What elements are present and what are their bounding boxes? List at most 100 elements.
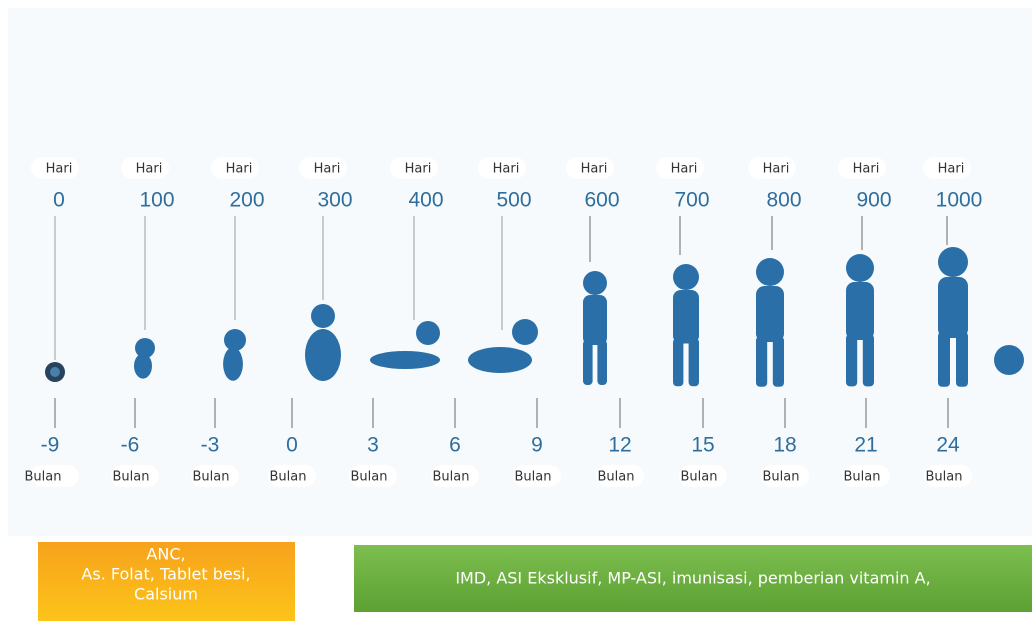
- child-head: [673, 264, 699, 290]
- unit-pill: [111, 465, 159, 487]
- anc-box: [38, 542, 295, 621]
- unit-pill: [390, 157, 438, 179]
- panel: [8, 8, 1032, 536]
- fetus-body: [134, 353, 152, 379]
- unit-pill: [679, 465, 727, 487]
- day-unit: Hari: [405, 162, 432, 177]
- unit-pill: [761, 465, 809, 487]
- baby-body: [468, 347, 532, 373]
- day-value: 600: [584, 189, 619, 212]
- child-leg: [583, 340, 593, 385]
- day-value: 0: [53, 189, 65, 212]
- unit-pill: [191, 465, 239, 487]
- day-value: 200: [229, 189, 264, 212]
- unit-pill: [924, 465, 972, 487]
- unit-pill: [299, 157, 347, 179]
- child-head: [583, 271, 607, 295]
- child-body: [673, 290, 699, 344]
- fetus-head: [224, 329, 246, 351]
- unit-pill: [349, 465, 397, 487]
- month-value: 9: [531, 434, 543, 457]
- zygote-core: [50, 367, 60, 377]
- day-unit: Hari: [671, 162, 698, 177]
- intervention-text: IMD, ASI Eksklusif, MP-ASI, imunisasi, p…: [455, 569, 930, 588]
- child-body: [583, 295, 607, 345]
- day-unit: Hari: [493, 162, 520, 177]
- unit-pill: [478, 157, 526, 179]
- baby-body: [370, 351, 440, 369]
- day-value: 300: [317, 189, 352, 212]
- day-unit: Hari: [46, 162, 73, 177]
- day-unit: Hari: [226, 162, 253, 177]
- unit-pill: [121, 157, 169, 179]
- day-value: 700: [674, 189, 709, 212]
- fetus-body: [223, 347, 243, 381]
- child-leg: [597, 340, 607, 385]
- child-leg: [673, 338, 684, 387]
- day-unit: Hari: [314, 162, 341, 177]
- month-value: 6: [449, 434, 461, 457]
- day-value: 800: [766, 189, 801, 212]
- month-unit: Bulan: [270, 470, 307, 485]
- unit-pill: [211, 157, 259, 179]
- month-value: -9: [41, 434, 60, 457]
- day-unit: Hari: [853, 162, 880, 177]
- unit-pill: [923, 157, 971, 179]
- child-body: [756, 286, 784, 342]
- unit-pill: [513, 465, 561, 487]
- child-leg: [756, 336, 768, 387]
- month-value: 21: [854, 434, 877, 457]
- month-value: 24: [936, 434, 960, 457]
- fetus-head: [135, 338, 155, 358]
- month-value: 15: [691, 434, 714, 457]
- intervention-text: ANC,: [146, 545, 185, 564]
- child-body: [938, 277, 968, 338]
- child-leg: [938, 331, 950, 387]
- month-unit: Bulan: [351, 470, 388, 485]
- month-unit: Bulan: [433, 470, 470, 485]
- child-leg: [772, 336, 784, 387]
- day-unit: Hari: [938, 162, 965, 177]
- intervention-text: As. Folat, Tablet besi,: [81, 565, 250, 584]
- child-leg: [956, 331, 968, 387]
- unit-pill: [31, 465, 79, 487]
- month-unit: Bulan: [193, 470, 230, 485]
- baby-body: [305, 329, 341, 381]
- child-head: [846, 254, 874, 282]
- unit-pill: [842, 465, 890, 487]
- unit-pill: [838, 157, 886, 179]
- month-unit: Bulan: [926, 470, 963, 485]
- day-unit: Hari: [763, 162, 790, 177]
- month-unit: Bulan: [844, 470, 881, 485]
- child-body: [846, 282, 874, 340]
- baby-head: [311, 304, 335, 328]
- day-unit: Hari: [136, 162, 163, 177]
- unit-pill: [268, 465, 316, 487]
- child-leg: [688, 338, 699, 387]
- month-value: 0: [286, 434, 298, 457]
- month-unit: Bulan: [598, 470, 635, 485]
- child-head: [938, 247, 968, 277]
- postnatal-box: [354, 545, 1032, 612]
- day-value: 500: [496, 189, 531, 212]
- month-unit: Bulan: [515, 470, 552, 485]
- unit-pill: [31, 157, 79, 179]
- unit-pill: [566, 157, 614, 179]
- day-value: 400: [408, 189, 443, 212]
- month-unit: Bulan: [25, 470, 62, 485]
- child-head: [756, 258, 784, 286]
- month-value: 18: [773, 434, 796, 457]
- day-unit: Hari: [581, 162, 608, 177]
- day-value: 1000: [936, 189, 983, 212]
- month-unit: Bulan: [763, 470, 800, 485]
- intervention-text: Calsium: [134, 585, 198, 604]
- day-value: 100: [139, 189, 174, 212]
- baby-head: [416, 321, 440, 345]
- unit-pill: [596, 465, 644, 487]
- unit-pill: [748, 157, 796, 179]
- month-value: 12: [608, 434, 631, 457]
- child-leg: [846, 334, 858, 387]
- day-value: 900: [856, 189, 891, 212]
- month-unit: Bulan: [681, 470, 718, 485]
- unit-pill: [431, 465, 479, 487]
